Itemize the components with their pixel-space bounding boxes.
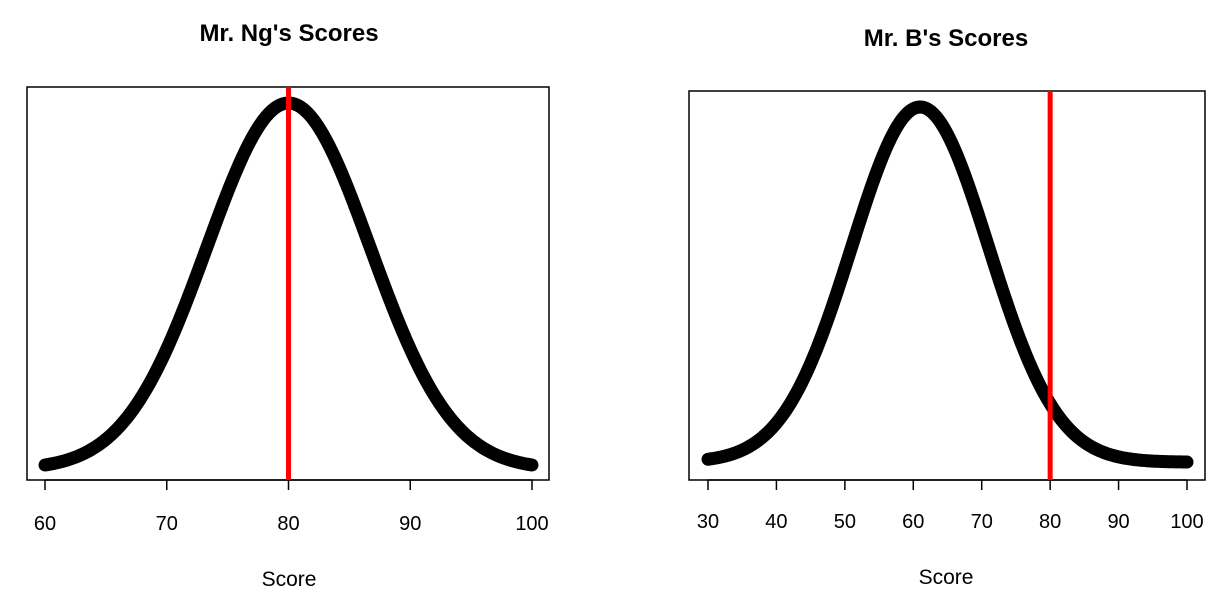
density-curve — [701, 100, 1194, 469]
x-tick-label: 70 — [971, 511, 993, 533]
chart-title: Mr. B's Scores — [864, 25, 1028, 52]
x-axis: 30 40 50 60 70 80 90 100 — [697, 479, 1204, 533]
x-tick-label: 100 — [515, 513, 548, 535]
x-tick-label: 90 — [399, 513, 421, 535]
x-axis-label: Score — [262, 568, 317, 591]
x-tick-label: 80 — [1039, 511, 1061, 533]
x-tick-label: 100 — [1170, 511, 1203, 533]
chart-panel-ng: Mr. Ng's Scores 60 70 80 90 100 Score — [26, 20, 550, 591]
x-tick-label: 40 — [765, 511, 787, 533]
x-tick-label: 70 — [156, 513, 178, 535]
x-tick-label: 60 — [34, 513, 56, 535]
x-axis-label: Score — [919, 566, 974, 589]
x-tick-label: 60 — [902, 511, 924, 533]
x-tick-label: 80 — [277, 513, 299, 535]
x-tick-label: 90 — [1107, 511, 1129, 533]
plot-frame — [688, 90, 1206, 481]
chart-title: Mr. Ng's Scores — [199, 20, 378, 47]
chart-panel-b: Mr. B's Scores 30 40 50 60 70 80 90 100 Score — [688, 25, 1206, 589]
x-axis: 60 70 80 90 100 — [34, 479, 549, 535]
x-tick-label: 50 — [834, 511, 856, 533]
x-tick-label: 30 — [697, 511, 719, 533]
